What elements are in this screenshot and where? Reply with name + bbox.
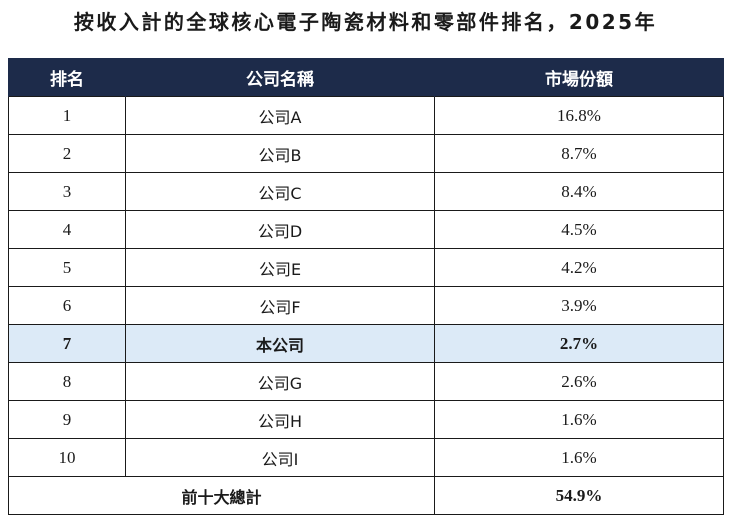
- total-row: 前十大總計 54.9%: [8, 476, 724, 515]
- share-cell: 4.5%: [434, 210, 724, 249]
- share-cell: 16.8%: [434, 96, 724, 135]
- company-cell: 公司F: [125, 286, 435, 325]
- table-row: 10 公司I 1.6%: [8, 438, 724, 477]
- company-cell: 公司H: [125, 400, 435, 439]
- table-row: 6 公司F 3.9%: [8, 286, 724, 325]
- table-row: 1 公司A 16.8%: [8, 96, 724, 135]
- company-cell: 公司D: [125, 210, 435, 249]
- table-row: 5 公司E 4.2%: [8, 248, 724, 287]
- share-cell: 4.2%: [434, 248, 724, 287]
- share-cell: 2.6%: [434, 362, 724, 401]
- rank-cell: 2: [8, 134, 126, 173]
- ranking-table: 排名 公司名稱 市場份額 1 公司A 16.8% 2 公司B 8.7% 3 公司…: [8, 58, 724, 515]
- highlighted-row: 7 本公司 2.7%: [8, 324, 724, 363]
- company-cell: 公司I: [125, 438, 435, 477]
- page-title: 按收入計的全球核心電子陶瓷材料和零部件排名，2025年: [73, 10, 658, 34]
- table-header-row: 排名 公司名稱 市場份額: [8, 58, 724, 97]
- table-row: 3 公司C 8.4%: [8, 172, 724, 211]
- rank-cell: 6: [8, 286, 126, 325]
- rank-cell: 7: [8, 324, 126, 363]
- company-cell: 公司G: [125, 362, 435, 401]
- company-cell: 公司B: [125, 134, 435, 173]
- table-row: 4 公司D 4.5%: [8, 210, 724, 249]
- share-cell: 1.6%: [434, 438, 724, 477]
- header-rank: 排名: [8, 58, 126, 97]
- rank-cell: 3: [8, 172, 126, 211]
- share-cell: 3.9%: [434, 286, 724, 325]
- header-share: 市場份額: [434, 58, 724, 97]
- table-body: 1 公司A 16.8% 2 公司B 8.7% 3 公司C 8.4% 4 公司D …: [8, 96, 724, 515]
- rank-cell: 10: [8, 438, 126, 477]
- share-cell: 8.7%: [434, 134, 724, 173]
- share-cell: 2.7%: [434, 324, 724, 363]
- company-cell: 公司C: [125, 172, 435, 211]
- rank-cell: 9: [8, 400, 126, 439]
- company-cell: 公司A: [125, 96, 435, 135]
- total-share: 54.9%: [434, 476, 724, 515]
- company-cell: 公司E: [125, 248, 435, 287]
- share-cell: 8.4%: [434, 172, 724, 211]
- total-label: 前十大總計: [8, 476, 435, 515]
- rank-cell: 4: [8, 210, 126, 249]
- company-cell: 本公司: [125, 324, 435, 363]
- rank-cell: 5: [8, 248, 126, 287]
- header-company: 公司名稱: [125, 58, 435, 97]
- share-cell: 1.6%: [434, 400, 724, 439]
- table-row: 2 公司B 8.7%: [8, 134, 724, 173]
- rank-cell: 1: [8, 96, 126, 135]
- table-row: 8 公司G 2.6%: [8, 362, 724, 401]
- rank-cell: 8: [8, 362, 126, 401]
- table-row: 9 公司H 1.6%: [8, 400, 724, 439]
